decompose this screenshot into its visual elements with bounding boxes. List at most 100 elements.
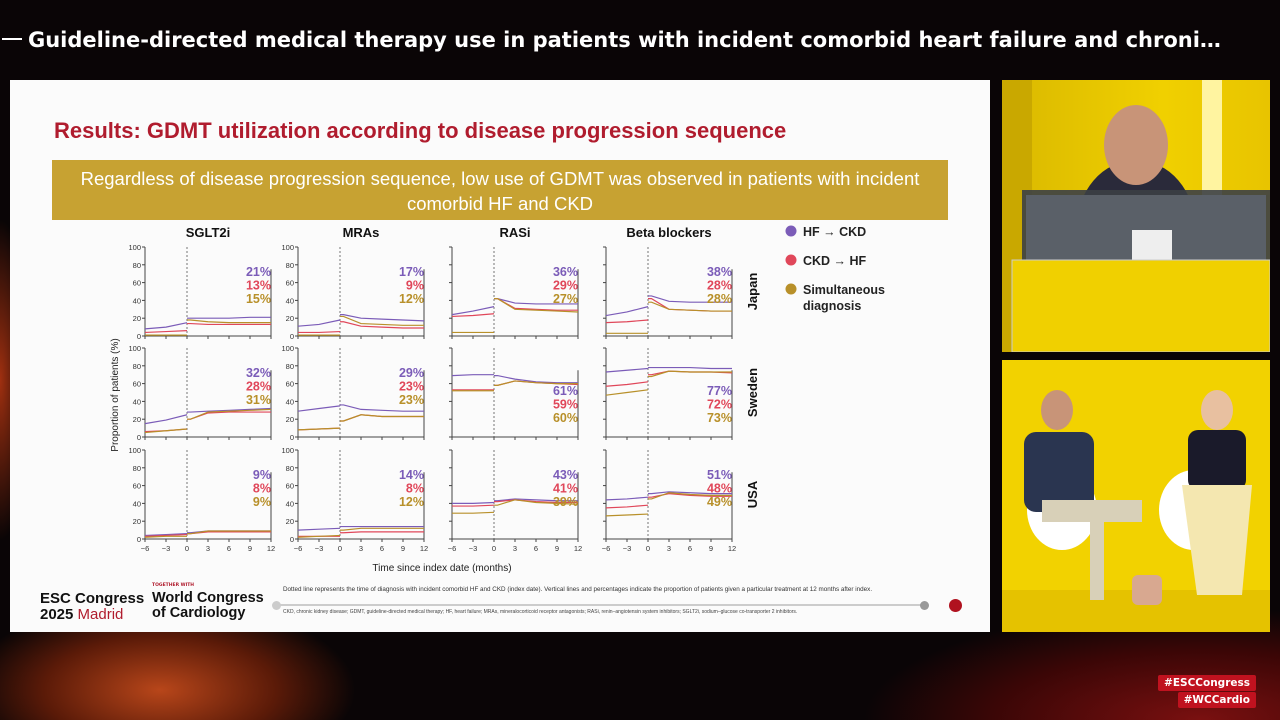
progress-current-dot	[920, 601, 929, 610]
series-line	[187, 530, 271, 535]
presentation-slide: Results: GDMT utilization according to d…	[10, 80, 990, 632]
series-line	[340, 527, 424, 531]
series-line	[144, 535, 187, 538]
series-line	[451, 313, 495, 318]
legend-marker	[785, 283, 797, 295]
series-line	[452, 511, 495, 514]
x-tick-label: 12	[267, 544, 275, 553]
series-line	[605, 306, 649, 317]
y-tick-label: 100	[128, 446, 141, 455]
series-line	[451, 374, 494, 377]
y-tick-label: 0	[137, 535, 141, 544]
y-tick-label: 0	[290, 535, 294, 544]
progress-start-dot	[272, 601, 281, 610]
percentage-label: 51%	[707, 468, 732, 482]
x-tick-label: 12	[420, 544, 428, 553]
series-line	[494, 298, 579, 313]
percentage-label: 9%	[406, 279, 424, 293]
hashtag-wccardio: #WCCardio	[1177, 692, 1256, 708]
legend-label: HF → CKD	[803, 225, 866, 239]
x-axis-label: Time since index date (months)	[372, 563, 511, 574]
row-label: USA	[745, 480, 760, 508]
series-line	[605, 381, 649, 387]
wcc-tagline: TOGETHER WITH	[152, 583, 195, 588]
percentage-label: 21%	[246, 265, 271, 279]
series-line	[297, 319, 341, 327]
footnote: Dotted line represents the time of diagn…	[283, 586, 873, 593]
wcc-logo: World Congress of Cardiology	[152, 590, 264, 621]
x-tick-label: 3	[206, 544, 210, 553]
percentage-label: 38%	[707, 265, 732, 279]
percentage-label: 9%	[253, 468, 271, 482]
percentage-label: 13%	[246, 279, 271, 293]
x-tick-label: −6	[294, 544, 303, 553]
series-line	[340, 404, 424, 412]
series-line	[605, 319, 649, 324]
percentage-label: 29%	[553, 279, 578, 293]
series-line	[340, 314, 425, 322]
y-axis-label: Proportion of patients (%)	[110, 338, 121, 451]
y-tick-label: 80	[286, 464, 294, 473]
series-line	[144, 533, 188, 537]
y-tick-label: 60	[133, 279, 141, 288]
x-tick-label: 9	[709, 544, 713, 553]
title-marker	[2, 38, 22, 40]
x-tick-label: 6	[534, 544, 538, 553]
series-line	[144, 414, 188, 425]
percentage-label: 12%	[399, 495, 424, 509]
percentage-label: 23%	[399, 393, 424, 407]
column-title: RASi	[499, 225, 530, 240]
series-line	[605, 504, 649, 509]
legend-label-cont: diagnosis	[803, 299, 861, 313]
series-line	[605, 496, 649, 501]
x-tick-label: 3	[667, 544, 671, 553]
y-tick-label: 60	[133, 482, 141, 491]
abbreviations: CKD, chronic kidney disease; GDMT, guide…	[283, 609, 798, 615]
percentage-label: 8%	[406, 482, 424, 496]
x-tick-label: 0	[185, 544, 189, 553]
stream-title: Guideline-directed medical therapy use i…	[28, 28, 1221, 52]
y-tick-label: 20	[286, 517, 294, 526]
series-line	[451, 306, 495, 316]
x-tick-label: 0	[338, 544, 342, 553]
y-tick-label: 80	[286, 261, 294, 270]
series-line	[494, 498, 578, 502]
percentage-label: 73%	[707, 411, 732, 425]
x-tick-label: 6	[227, 544, 231, 553]
x-tick-label: 9	[401, 544, 405, 553]
y-tick-label: 40	[286, 296, 294, 305]
slide-progress-track	[276, 604, 926, 606]
x-tick-label: −6	[141, 544, 150, 553]
percentage-label: 39%	[553, 495, 578, 509]
series-line	[605, 513, 649, 517]
percentage-label: 41%	[553, 482, 578, 496]
legend-marker	[785, 225, 797, 237]
series-line	[340, 531, 424, 534]
y-tick-label: 0	[137, 332, 141, 341]
series-line	[494, 499, 579, 506]
series-line	[297, 527, 341, 531]
y-tick-label: 40	[286, 397, 294, 406]
series-line	[187, 408, 272, 420]
series-line	[648, 301, 732, 312]
percentage-label: 59%	[553, 398, 578, 412]
y-tick-label: 20	[286, 415, 294, 424]
y-tick-label: 60	[286, 482, 294, 491]
y-tick-label: 40	[286, 499, 294, 508]
series-line	[144, 533, 188, 537]
x-tick-label: 6	[380, 544, 384, 553]
series-line	[648, 492, 732, 500]
percentage-label: 49%	[707, 495, 732, 509]
x-tick-label: 0	[646, 544, 650, 553]
series-line	[340, 321, 424, 329]
y-tick-label: 40	[133, 499, 141, 508]
x-tick-label: 3	[359, 544, 363, 553]
column-title: MRAs	[343, 225, 380, 240]
series-line	[340, 315, 424, 326]
x-tick-label: −3	[623, 544, 632, 553]
hashtag-esccongress: #ESCCongress	[1158, 675, 1256, 691]
series-line	[648, 370, 732, 378]
series-line	[144, 428, 188, 434]
x-tick-label: −3	[315, 544, 324, 553]
